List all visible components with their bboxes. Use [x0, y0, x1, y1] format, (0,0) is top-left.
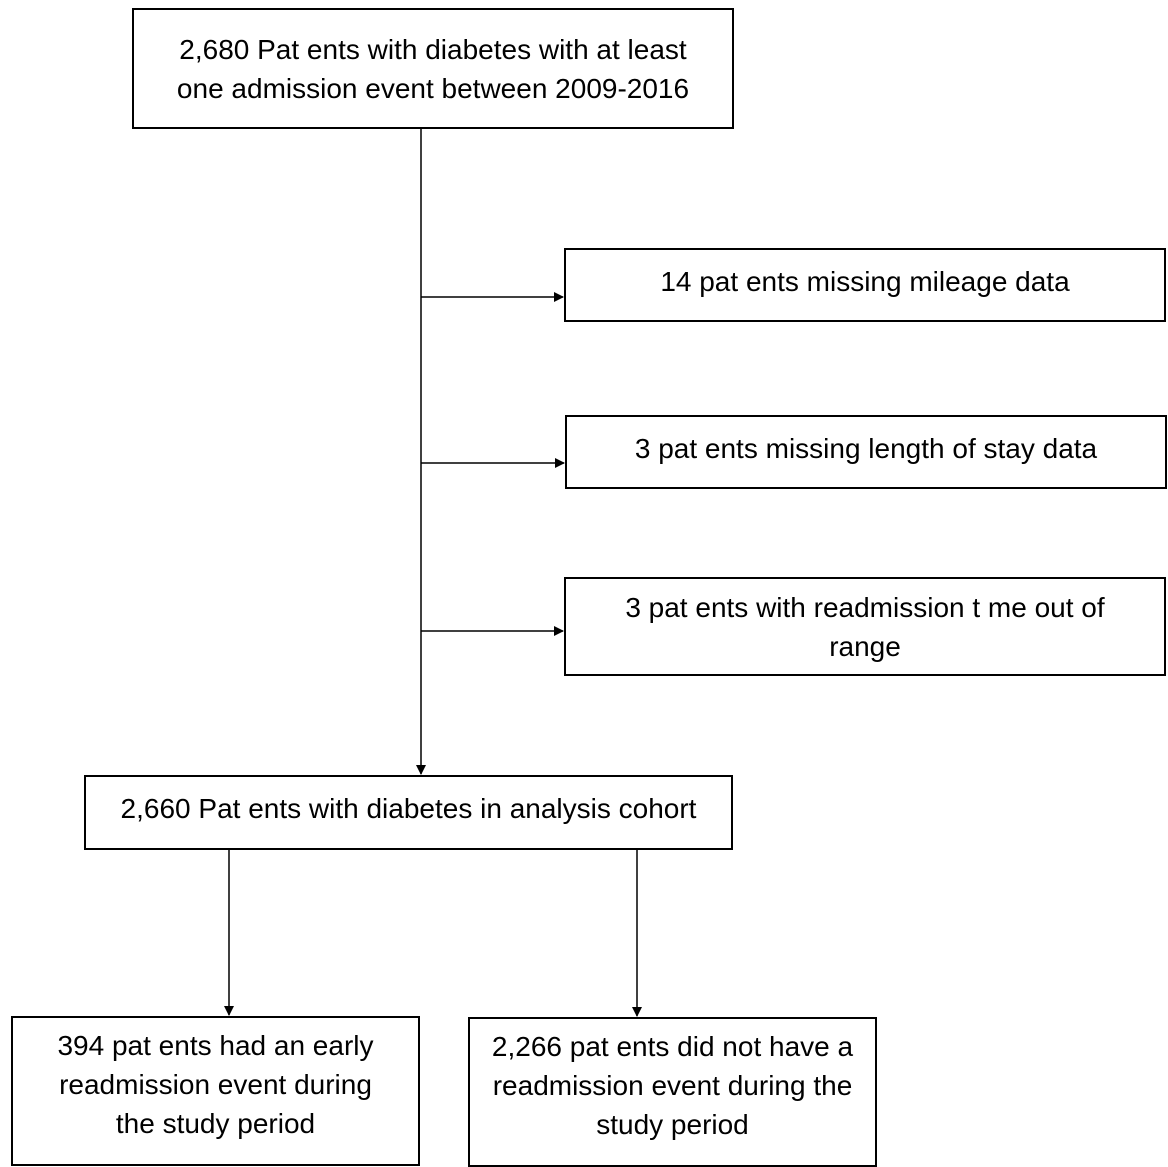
cohort-box-text: 2,660 Pat ents with diabetes in analysis…	[120, 793, 697, 824]
cohort-box: 2,660 Pat ents with diabetes in analysis…	[84, 775, 733, 850]
outcome-box-early-readmission: 394 pat ents had an early readmission ev…	[11, 1016, 420, 1166]
start-box-text: 2,680 Pat ents with diabetes with at lea…	[176, 33, 690, 104]
exclusion-box-readmission-time: 3 pat ents with readmission t me out of …	[564, 577, 1166, 676]
exclusion-box-readmission-time-text: 3 pat ents with readmission t me out of …	[625, 591, 1105, 662]
outcome-box-no-readmission-text: 2,266 pat ents did not have a readmissio…	[491, 1031, 854, 1140]
outcome-box-early-readmission-text: 394 pat ents had an early readmission ev…	[57, 1030, 374, 1139]
exclusion-box-mileage-text: 14 pat ents missing mileage data	[660, 266, 1070, 297]
exclusion-box-length-of-stay-text: 3 pat ents missing length of stay data	[634, 433, 1098, 464]
outcome-box-no-readmission: 2,266 pat ents did not have a readmissio…	[468, 1017, 877, 1167]
start-box: 2,680 Pat ents with diabetes with at lea…	[132, 8, 734, 129]
exclusion-box-length-of-stay: 3 pat ents missing length of stay data	[565, 415, 1167, 489]
exclusion-box-mileage: 14 pat ents missing mileage data	[564, 248, 1166, 322]
